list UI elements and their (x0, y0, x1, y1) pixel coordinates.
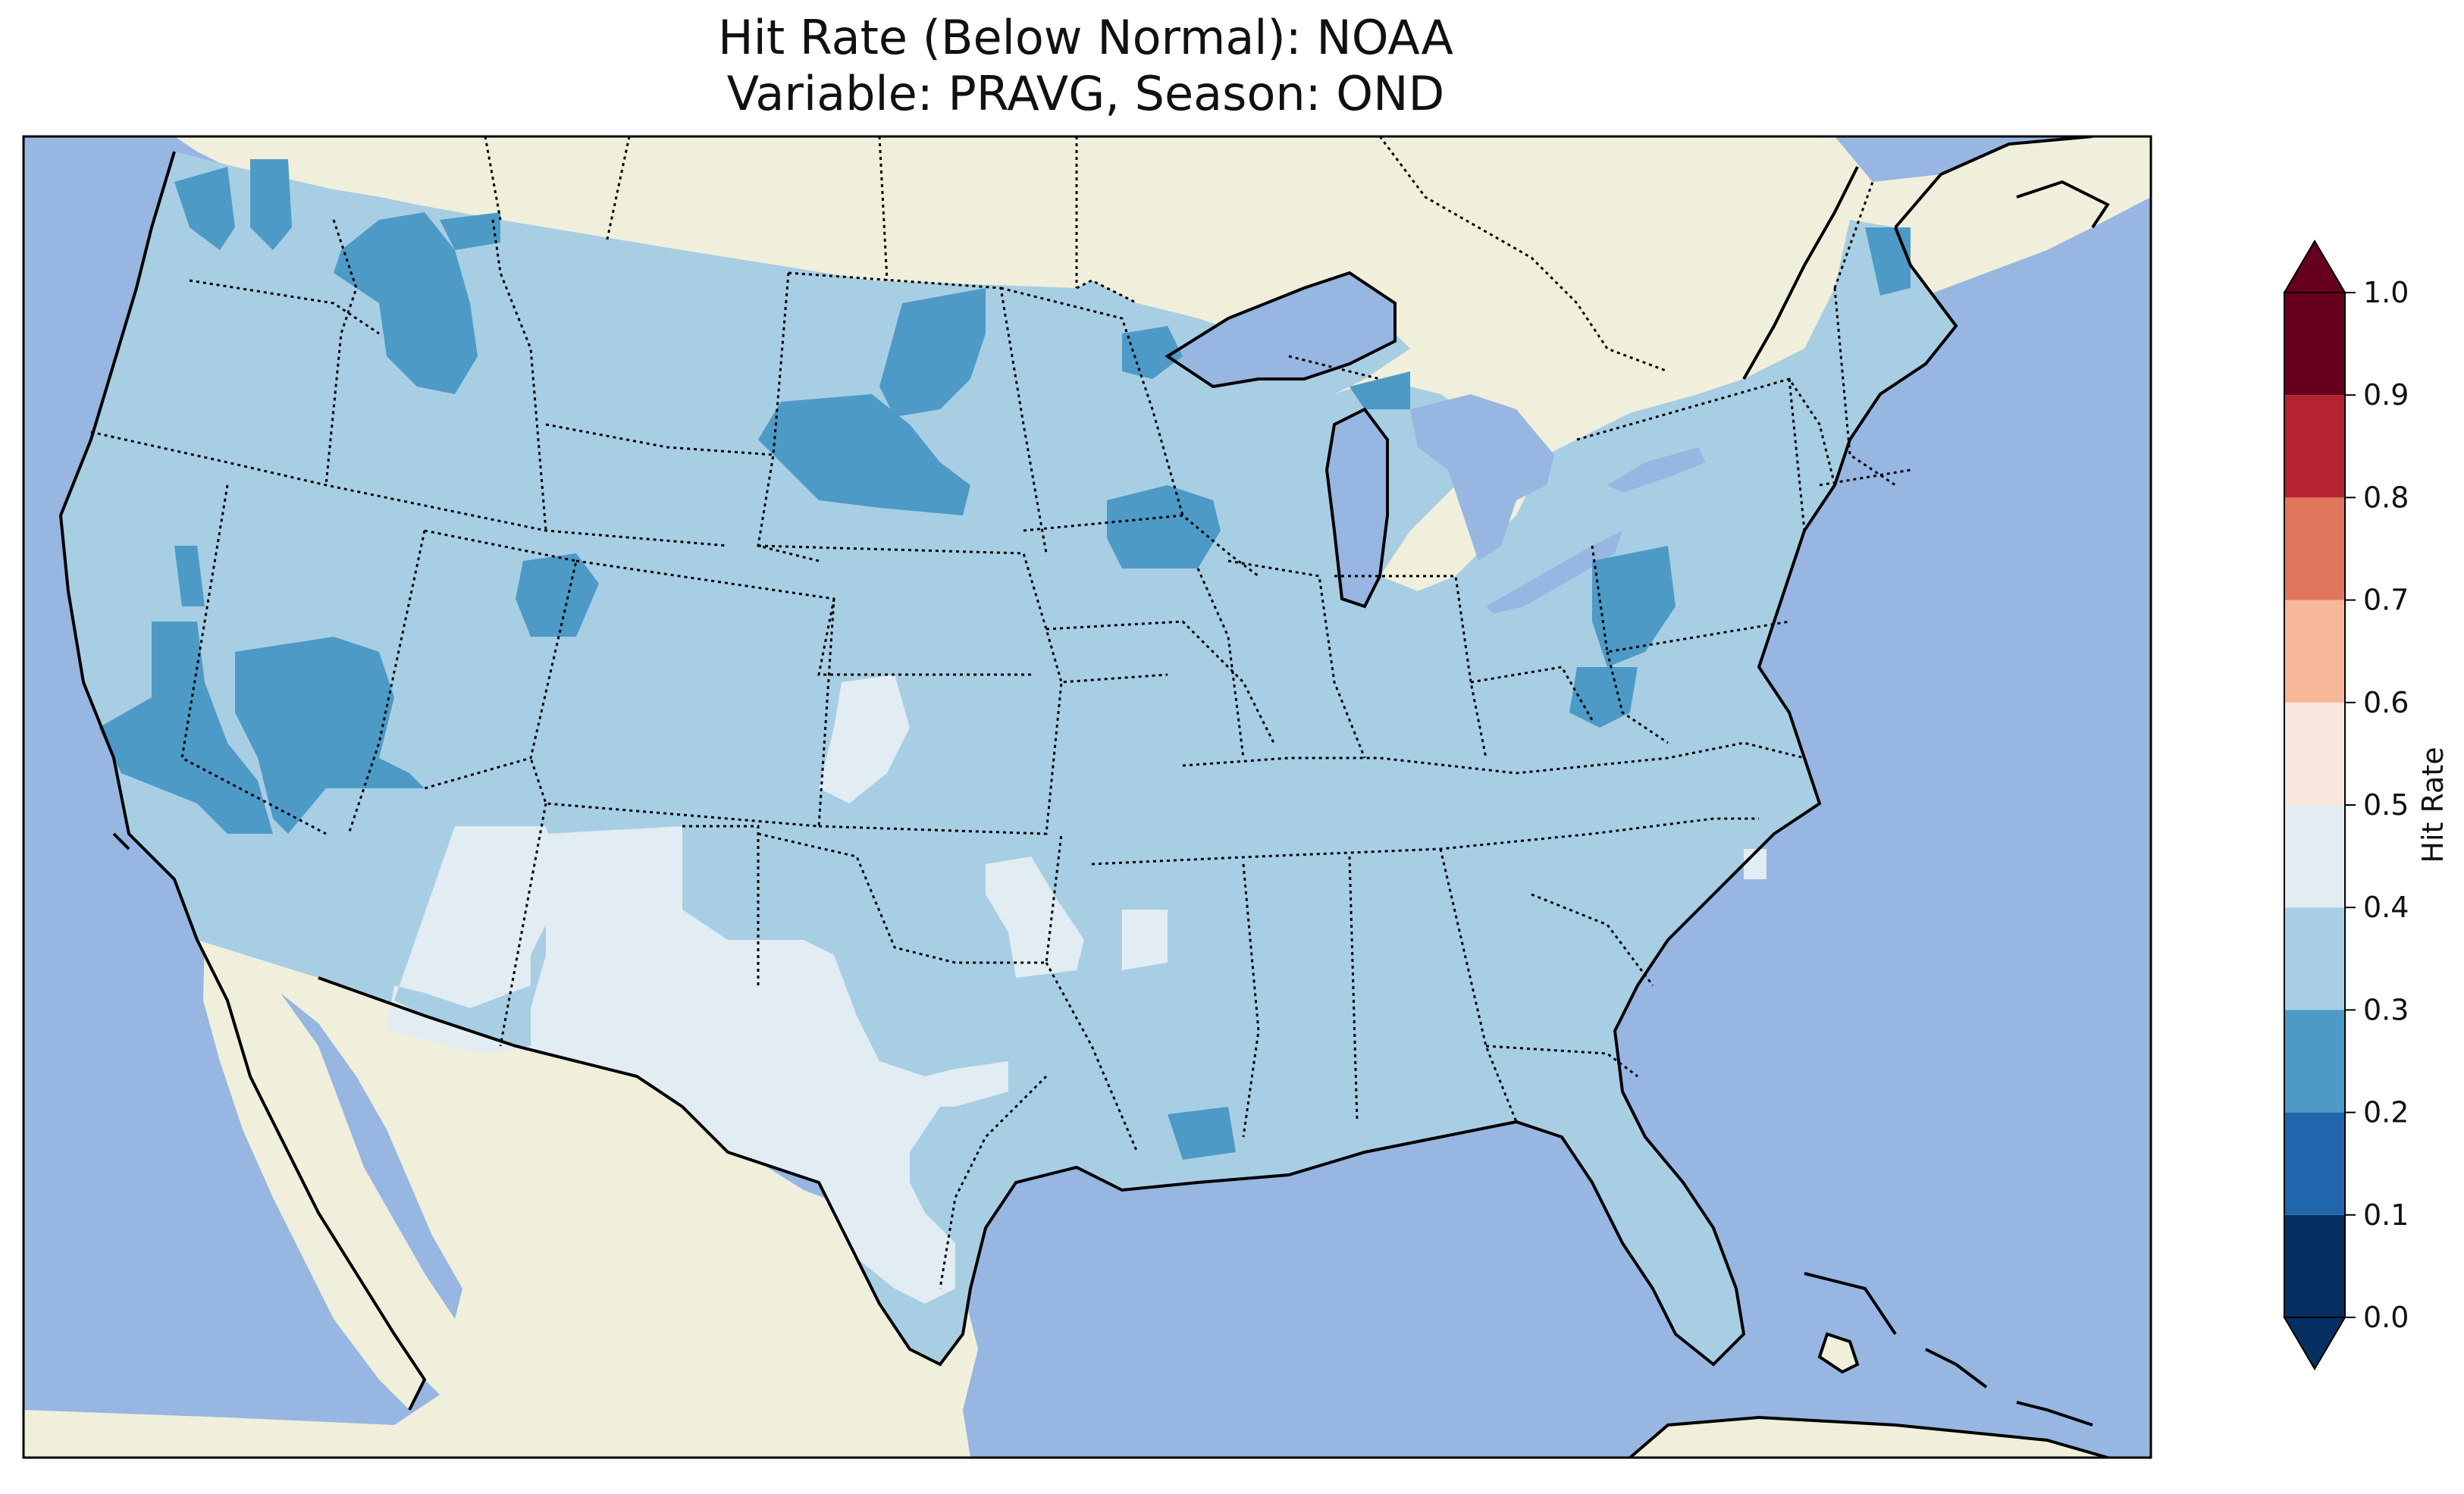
colorbar-bin-9 (2284, 293, 2345, 396)
usa-land (61, 152, 1956, 1364)
colorbar-tick-label: 0.4 (2363, 891, 2409, 924)
colorbar-bin-6 (2284, 600, 2345, 703)
colorbar-tick-label: 0.8 (2363, 481, 2409, 514)
hit-rate-0.2-0.3-regions (99, 159, 1911, 1160)
lake-huron (1410, 394, 1554, 561)
colorbar-bin-3 (2284, 907, 2345, 1010)
colorbar-tick-label: 0.6 (2363, 686, 2409, 719)
colorbar-ticks: 0.0 0.1 0.2 0.3 0.4 0.5 0.6 0.7 0.8 0.9 1.0 (2345, 276, 2409, 1334)
colorbar-extend-max (2283, 240, 2346, 293)
baja-california (203, 936, 425, 1410)
hit-rate-0.4-0.5-regions (387, 675, 1766, 1304)
colorbar-bin-8 (2284, 395, 2345, 498)
lake-superior (1168, 273, 1395, 387)
mexico-land (24, 932, 978, 1458)
south-islands (1630, 1417, 2108, 1458)
lake-ontario (1607, 447, 1706, 493)
colorbar-tick-label: 0.9 (2363, 378, 2409, 412)
colorbar-bin-2 (2284, 1010, 2345, 1113)
colorbar-bin-1 (2284, 1112, 2345, 1215)
colorbar-label: Hit Rate (2416, 747, 2450, 863)
colorbar-bin-4 (2284, 805, 2345, 908)
colorbar-bins (2284, 293, 2345, 1317)
colorbar-extend-min (2283, 1317, 2346, 1370)
map-title-line-1: Hit Rate (Below Normal): NOAA (718, 10, 1453, 65)
canada-land (174, 136, 2151, 591)
colorbar-bin-5 (2284, 702, 2345, 805)
gulf-of-california (281, 993, 462, 1319)
colorbar-tick-label: 0.1 (2363, 1198, 2409, 1232)
colorbar-tick-label: 0.2 (2363, 1096, 2409, 1129)
colorbar-tick-label: 0.3 (2363, 993, 2409, 1026)
colorbar-tick-label: 1.0 (2363, 276, 2409, 309)
colorbar-tick-label: 0.7 (2363, 584, 2409, 617)
colorbar-bin-0 (2284, 1214, 2345, 1317)
lake-michigan (1327, 409, 1387, 606)
colorbar-tick-label: 0.5 (2363, 788, 2409, 822)
colorbar-bin-7 (2284, 497, 2345, 600)
map-frame (22, 135, 2152, 1459)
coastlines (58, 136, 2110, 1458)
lake-erie (1486, 531, 1622, 614)
map-title-line-2: Variable: PRAVG, Season: OND (726, 66, 1445, 121)
colorbar-tick-label: 0.0 (2363, 1301, 2409, 1334)
country-borders (484, 136, 1874, 1289)
